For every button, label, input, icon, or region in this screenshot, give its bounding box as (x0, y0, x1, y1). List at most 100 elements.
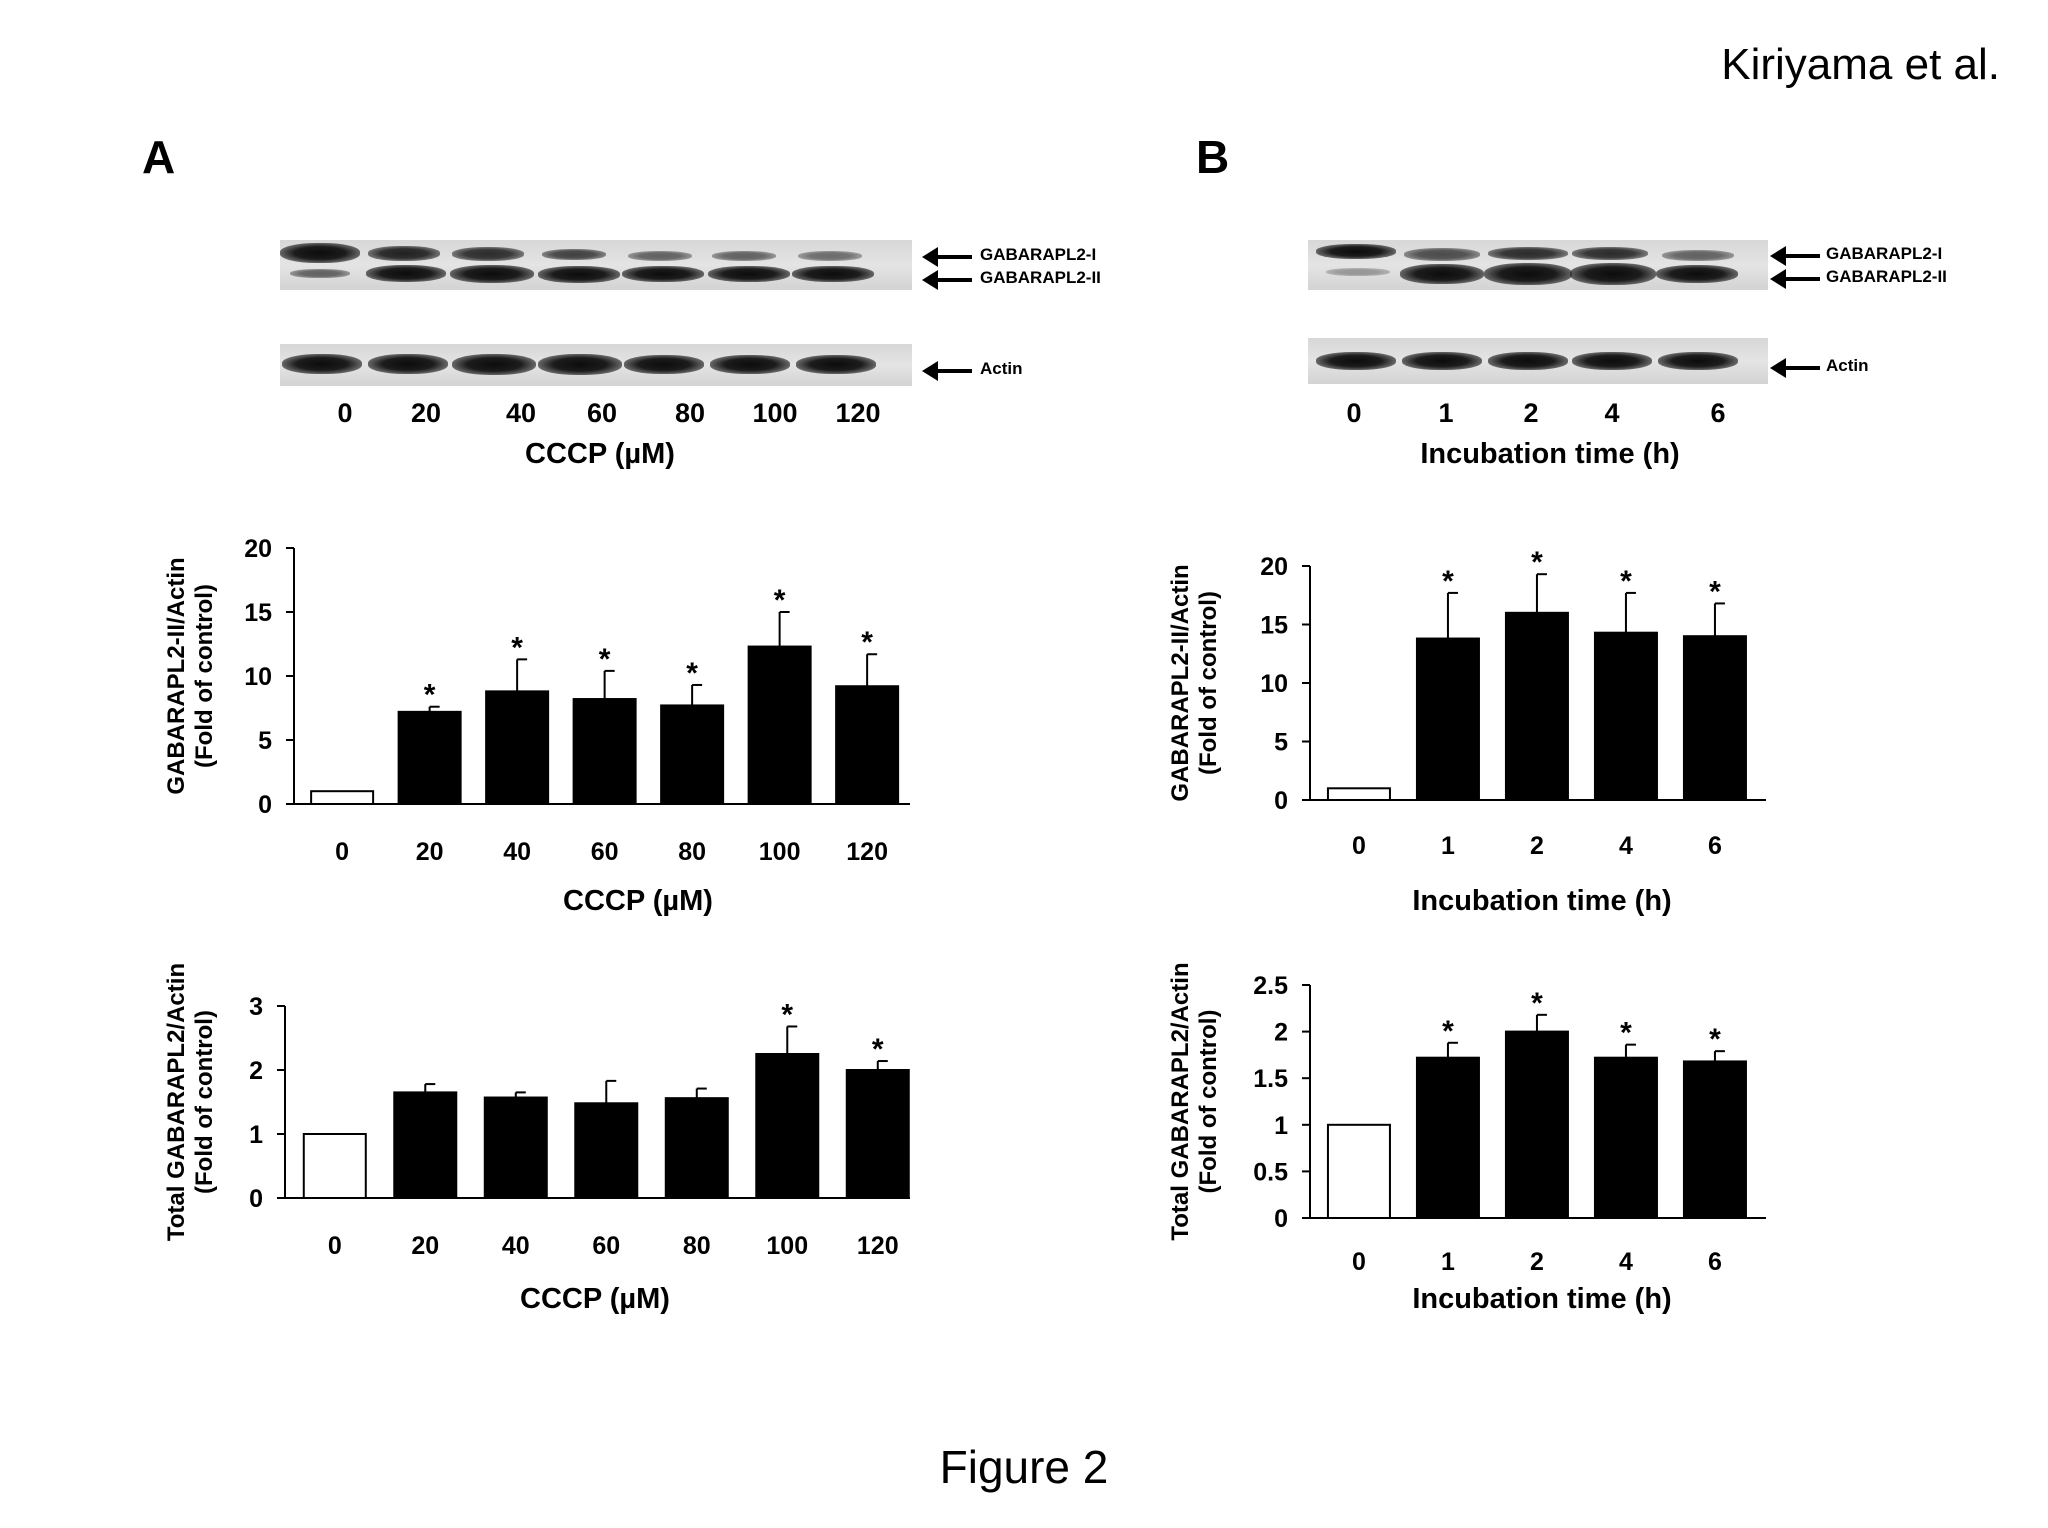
arrow-b-actin-icon (1770, 358, 1820, 378)
blot-b-gabarapl2-strip (1308, 240, 1768, 290)
x-tick-label: 1 (1441, 1248, 1455, 1276)
y-tick-label: 0 (1274, 1205, 1288, 1233)
chart-a-total: 0 1 2 3 Total GABARAPL2/Actin (Fold of contro… (163, 963, 910, 1315)
blot-a-label-actin: Actin (980, 359, 1023, 378)
arrow-a-gabarapl2-ii-icon (922, 270, 972, 290)
figure-title: Figure 2 (939, 1441, 1109, 1493)
y-tick-label: 15 (1260, 612, 1288, 640)
x-tick-label: 0 (335, 838, 349, 866)
bar (835, 685, 900, 805)
blot-b-lane-label: 4 (1604, 398, 1620, 428)
y-tick-label: 0.5 (1253, 1158, 1288, 1186)
y-axis-label: (Fold of control) (1195, 591, 1222, 775)
x-axis-label: Incubation time (h) (1412, 885, 1671, 917)
x-tick-label: 100 (766, 1232, 808, 1260)
y-axis-label: GABARAPL2-II/Actin (163, 557, 190, 794)
significance-mark: * (1531, 987, 1543, 1020)
y-axis-label: Total GABARAPL2/Actin (1167, 962, 1194, 1240)
y-tick-label: 20 (244, 535, 272, 563)
x-tick-label: 2 (1530, 1248, 1544, 1276)
chart-a-ii: 0 5 10 15 20 GABARAPL2-II/Actin (Fold of contr… (163, 535, 910, 917)
significance-mark: * (686, 657, 698, 690)
arrow-b-gabarapl2-i-icon (1770, 246, 1820, 266)
blot-b-label-actin: Actin (1826, 356, 1869, 375)
bar (310, 790, 375, 806)
blot-a-label-gabarapl2-ii: GABARAPL2-II (980, 268, 1101, 287)
y-axis-label: (Fold of control) (1195, 1010, 1222, 1194)
blot-a-lane-label: 120 (835, 398, 881, 428)
y-axis-label: (Fold of control) (191, 1010, 218, 1194)
x-tick-label: 20 (411, 1232, 439, 1260)
panel-letter-b: B (1196, 131, 1230, 183)
x-tick-label: 120 (846, 838, 888, 866)
blot-b-label-gabarapl2-i: GABARAPL2-I (1826, 244, 1943, 263)
blot-a-actin-strip (280, 344, 912, 386)
bar (393, 1091, 458, 1200)
bar (302, 1133, 367, 1199)
y-tick-label: 15 (244, 599, 272, 627)
y-tick-label: 20 (1260, 553, 1288, 581)
panel-letter-a: A (142, 131, 176, 183)
y-tick-label: 1 (1274, 1112, 1288, 1140)
significance-mark: * (1709, 1023, 1721, 1056)
bar (1415, 1056, 1480, 1220)
x-axis-label: CCCP (µM) (563, 885, 713, 917)
significance-mark: * (1442, 565, 1454, 598)
x-tick-label: 80 (678, 838, 706, 866)
significance-mark: * (774, 584, 786, 617)
x-tick-label: 0 (328, 1232, 342, 1260)
x-axis-label: Incubation time (h) (1412, 1283, 1671, 1315)
y-tick-label: 5 (258, 727, 272, 755)
y-tick-label: 2 (1274, 1019, 1288, 1047)
x-tick-label: 120 (857, 1232, 899, 1260)
bar (1504, 611, 1569, 801)
x-tick-label: 2 (1530, 832, 1544, 860)
blot-b-lane-label: 6 (1710, 398, 1726, 428)
x-tick-label: 40 (503, 838, 531, 866)
bar (755, 1053, 820, 1199)
y-axis-label: Total GABARAPL2/Actin (163, 963, 190, 1241)
x-tick-label: 100 (759, 838, 801, 866)
bar (1415, 637, 1480, 801)
blot-b-lane-label: 2 (1523, 398, 1539, 428)
bar (485, 690, 550, 805)
bar (747, 645, 812, 805)
arrow-a-gabarapl2-i-icon (922, 247, 972, 267)
bar (660, 704, 725, 805)
y-tick-label: 0 (249, 1185, 263, 1213)
bar (664, 1097, 729, 1200)
y-tick-label: 0 (258, 791, 272, 819)
x-axis-label: CCCP (µM) (520, 1283, 670, 1315)
bar (1504, 1030, 1569, 1219)
blot-b-lane-label: 0 (1346, 398, 1362, 428)
x-tick-label: 40 (502, 1232, 530, 1260)
x-tick-label: 6 (1708, 832, 1722, 860)
bar (1593, 1056, 1658, 1220)
blot-a-xlabel: CCCP (µM) (525, 438, 675, 470)
significance-mark: * (511, 631, 523, 664)
x-tick-label: 4 (1619, 1248, 1633, 1276)
significance-mark: * (1709, 575, 1721, 608)
y-axis-label: GABARAPL2-II/Actin (1167, 564, 1194, 801)
bar (1682, 635, 1747, 802)
blot-a-lane-label: 20 (410, 398, 442, 428)
y-tick-label: 10 (244, 663, 272, 691)
arrow-b-gabarapl2-ii-icon (1770, 269, 1820, 289)
y-tick-label: 1.5 (1253, 1065, 1288, 1093)
x-tick-label: 60 (592, 1232, 620, 1260)
blot-a-lane-label: 60 (586, 398, 618, 428)
x-tick-label: 0 (1352, 832, 1366, 860)
bar (1326, 787, 1391, 801)
x-tick-label: 20 (416, 838, 444, 866)
significance-mark: * (1442, 1015, 1454, 1048)
y-tick-label: 0 (1274, 787, 1288, 815)
blot-a-lane-label: 0 (337, 398, 353, 428)
significance-mark: * (599, 643, 611, 676)
y-tick-label: 2.5 (1253, 972, 1288, 1000)
y-tick-label: 1 (249, 1121, 263, 1149)
bar (397, 710, 462, 806)
bar (574, 1102, 639, 1200)
y-tick-label: 10 (1260, 670, 1288, 698)
